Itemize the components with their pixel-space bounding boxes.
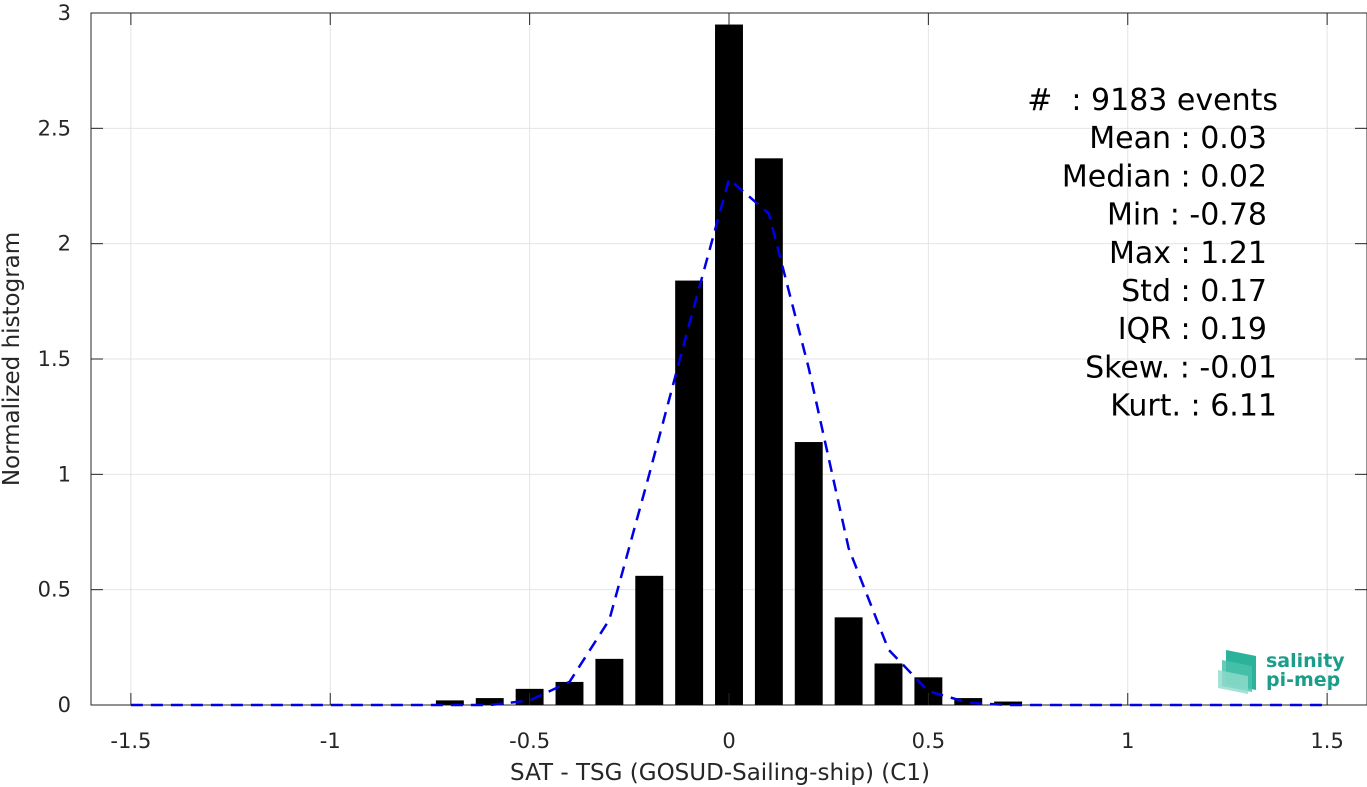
stat-line-0: # : 9183 events: [1027, 83, 1278, 118]
bar-13: [954, 698, 983, 705]
y-tick-labels: 0 0.5 1 1.5 2 2.5 3: [38, 1, 71, 717]
stat-line-8: Kurt. : 6.11: [1110, 389, 1277, 424]
bar-10: [834, 617, 863, 705]
logo-text-pi-mep: pi-mep: [1266, 669, 1340, 691]
bar-14: [994, 701, 1023, 705]
bar-6: [675, 280, 704, 705]
bar-5: [635, 575, 664, 705]
bar-1: [475, 698, 504, 705]
x-tick-label-5: 1: [1121, 729, 1134, 753]
y-tick-label-0: 0: [58, 693, 71, 717]
x-tick-labels: -1.5 -1 -0.5 0 0.5 1 1.5: [110, 729, 1343, 753]
y-tick-label-4: 2: [58, 232, 71, 256]
bar-9: [794, 442, 823, 705]
bar-series: [435, 24, 1023, 706]
logo-icon: [1218, 650, 1256, 694]
x-tick-label-6: 1.5: [1310, 729, 1343, 753]
bar-3: [555, 681, 584, 705]
bar-8: [754, 158, 783, 705]
stat-line-5: Std : 0.17: [1121, 274, 1267, 309]
bar-4: [595, 658, 624, 705]
stat-line-2: Median : 0.02: [1062, 159, 1267, 194]
stat-line-6: IQR : 0.19: [1118, 312, 1267, 347]
bar-7: [715, 24, 743, 706]
y-tick-label-3: 1.5: [38, 347, 71, 371]
tick-marks: [91, 12, 1367, 706]
salinity-pi-mep-logo: salinity pi-mep: [1218, 650, 1345, 694]
stat-line-7: Skew. : -0.01: [1085, 350, 1277, 385]
bar-0: [435, 700, 464, 705]
x-axis-label: SAT - TSG (GOSUD-Sailing-ship) (C1): [510, 760, 930, 786]
stat-line-1: Mean : 0.03: [1089, 121, 1267, 156]
logo-text-salinity: salinity: [1266, 650, 1345, 672]
stat-line-4: Max : 1.21: [1109, 236, 1267, 271]
y-axis-label: Normalized histogram: [0, 232, 25, 486]
y-tick-label-6: 3: [58, 1, 71, 25]
bar-11: [874, 663, 903, 705]
y-tick-label-1: 0.5: [38, 578, 71, 602]
x-tick-label-0: -1.5: [110, 729, 151, 753]
y-tick-label-2: 1: [58, 462, 71, 486]
x-tick-label-1: -1: [320, 729, 341, 753]
x-tick-label-4: 0.5: [912, 729, 945, 753]
y-tick-label-5: 2.5: [38, 116, 71, 140]
stat-line-3: Min : -0.78: [1107, 198, 1267, 233]
x-tick-label-2: -0.5: [509, 729, 550, 753]
x-tick-label-3: 0: [722, 729, 735, 753]
